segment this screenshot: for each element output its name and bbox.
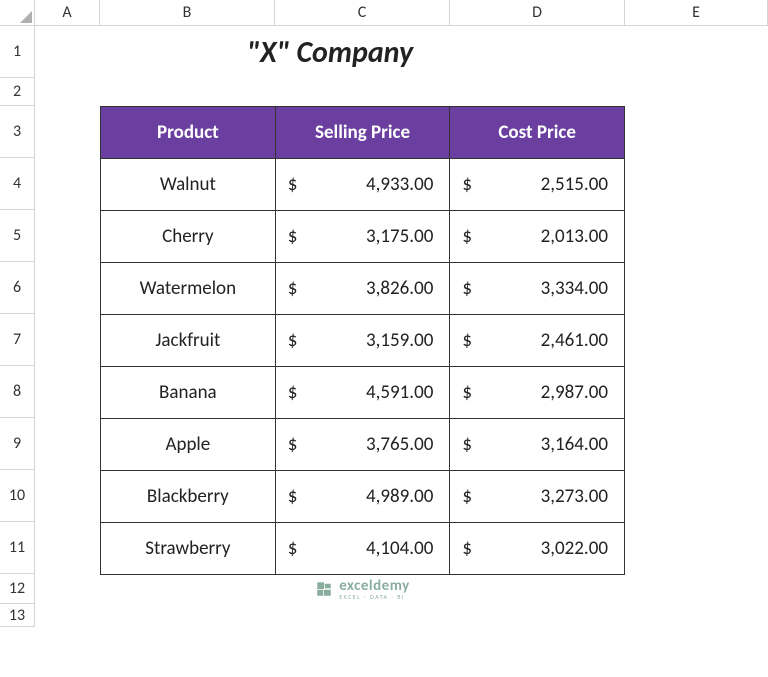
amount: 3,022.00 [541, 537, 608, 560]
row-header-4[interactable]: 4 [0, 158, 35, 210]
exceldemy-logo-icon [315, 580, 333, 598]
cell-product[interactable]: Apple [101, 419, 276, 471]
table-row: Watermelon$3,826.00$3,334.00 [101, 263, 625, 315]
currency-symbol: $ [462, 381, 472, 404]
row-header-12[interactable]: 12 [0, 574, 35, 604]
cell-product[interactable]: Watermelon [101, 263, 276, 315]
cell-cost[interactable]: $3,022.00 [450, 523, 625, 575]
amount: 2,515.00 [541, 173, 608, 196]
table-row: Blackberry$4,989.00$3,273.00 [101, 471, 625, 523]
data-table-region: Product Selling Price Cost Price Walnut$… [100, 106, 625, 574]
row-header-3[interactable]: 3 [0, 106, 35, 158]
row-header-9[interactable]: 9 [0, 418, 35, 470]
watermark-sub: EXCEL · DATA · BI [339, 594, 410, 600]
th-cost[interactable]: Cost Price [450, 107, 625, 159]
currency-symbol: $ [288, 277, 298, 300]
currency-symbol: $ [462, 433, 472, 456]
cell-cost[interactable]: $2,461.00 [450, 315, 625, 367]
amount: 3,164.00 [541, 433, 608, 456]
currency-symbol: $ [288, 537, 298, 560]
row-header-2[interactable]: 2 [0, 78, 35, 106]
currency-symbol: $ [462, 225, 472, 248]
cell-product[interactable]: Strawberry [101, 523, 276, 575]
cell-cost[interactable]: $3,273.00 [450, 471, 625, 523]
amount: 3,175.00 [366, 225, 433, 248]
cell-product[interactable]: Banana [101, 367, 276, 419]
cell-selling[interactable]: $3,765.00 [275, 419, 450, 471]
col-header-E[interactable]: E [625, 0, 768, 26]
cell-cost[interactable]: $3,334.00 [450, 263, 625, 315]
currency-symbol: $ [288, 225, 298, 248]
currency-symbol: $ [288, 381, 298, 404]
currency-symbol: $ [462, 277, 472, 300]
row-header-7[interactable]: 7 [0, 314, 35, 366]
currency-symbol: $ [462, 329, 472, 352]
amount: 3,334.00 [541, 277, 608, 300]
table-row: Cherry$3,175.00$2,013.00 [101, 211, 625, 263]
cell-cost[interactable]: $2,515.00 [450, 159, 625, 211]
cell-product[interactable]: Blackberry [101, 471, 276, 523]
col-header-B[interactable]: B [100, 0, 275, 26]
watermark-main: exceldemy [339, 579, 410, 594]
table-row: Jackfruit$3,159.00$2,461.00 [101, 315, 625, 367]
row-header-10[interactable]: 10 [0, 470, 35, 522]
table-row: Strawberry$4,104.00$3,022.00 [101, 523, 625, 575]
col-header-D[interactable]: D [450, 0, 625, 26]
cell-selling[interactable]: $4,104.00 [275, 523, 450, 575]
row-header-13[interactable]: 13 [0, 604, 35, 627]
amount: 4,591.00 [366, 381, 433, 404]
select-all-corner[interactable] [0, 0, 35, 26]
cell-selling[interactable]: $3,826.00 [275, 263, 450, 315]
col-header-C[interactable]: C [275, 0, 450, 26]
cell-selling[interactable]: $3,175.00 [275, 211, 450, 263]
cell-selling[interactable]: $4,933.00 [275, 159, 450, 211]
amount: 3,765.00 [366, 433, 433, 456]
amount: 4,933.00 [366, 173, 433, 196]
cell-selling[interactable]: $3,159.00 [275, 315, 450, 367]
table-row: Apple$3,765.00$3,164.00 [101, 419, 625, 471]
currency-symbol: $ [462, 537, 472, 560]
amount: 3,159.00 [366, 329, 433, 352]
currency-symbol: $ [288, 173, 298, 196]
cell-selling[interactable]: $4,989.00 [275, 471, 450, 523]
cell-selling[interactable]: $4,591.00 [275, 367, 450, 419]
spreadsheet-grid: A B C D E 1 2 3 4 5 6 7 8 9 10 11 12 13 … [0, 0, 768, 677]
page-title: "X" Company [247, 34, 413, 71]
title-cell[interactable]: "X" Company [35, 26, 625, 78]
currency-symbol: $ [288, 329, 298, 352]
amount: 3,826.00 [366, 277, 433, 300]
row-header-1[interactable]: 1 [0, 26, 35, 78]
row-header-11[interactable]: 11 [0, 522, 35, 574]
cell-cost[interactable]: $2,987.00 [450, 367, 625, 419]
amount: 4,989.00 [366, 485, 433, 508]
cell-product[interactable]: Jackfruit [101, 315, 276, 367]
currency-symbol: $ [462, 173, 472, 196]
col-header-A[interactable]: A [35, 0, 100, 26]
watermark: exceldemy EXCEL · DATA · BI [100, 574, 625, 604]
table-row: Banana$4,591.00$2,987.00 [101, 367, 625, 419]
amount: 2,461.00 [541, 329, 608, 352]
row-header-5[interactable]: 5 [0, 210, 35, 262]
currency-symbol: $ [288, 485, 298, 508]
row-header-6[interactable]: 6 [0, 262, 35, 314]
th-product[interactable]: Product [101, 107, 276, 159]
cell-cost[interactable]: $3,164.00 [450, 419, 625, 471]
amount: 3,273.00 [541, 485, 608, 508]
cell-product[interactable]: Walnut [101, 159, 276, 211]
currency-symbol: $ [288, 433, 298, 456]
row-header-8[interactable]: 8 [0, 366, 35, 418]
amount: 2,987.00 [541, 381, 608, 404]
currency-symbol: $ [462, 485, 472, 508]
amount: 2,013.00 [541, 225, 608, 248]
table-row: Walnut$4,933.00$2,515.00 [101, 159, 625, 211]
cell-cost[interactable]: $2,013.00 [450, 211, 625, 263]
price-table: Product Selling Price Cost Price Walnut$… [100, 106, 625, 575]
cell-product[interactable]: Cherry [101, 211, 276, 263]
amount: 4,104.00 [366, 537, 433, 560]
th-selling[interactable]: Selling Price [275, 107, 450, 159]
